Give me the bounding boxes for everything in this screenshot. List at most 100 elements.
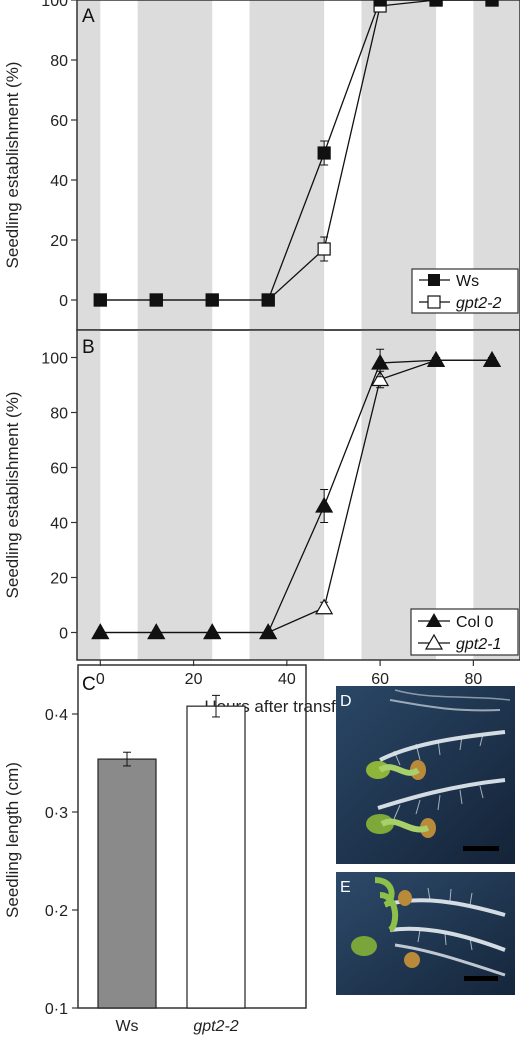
photo-d: D [336,686,515,864]
y-axis-label-c: Seedling length (cm) [3,762,22,918]
y-axis-label-b: Seedling establishment (%) [3,392,22,599]
y-tick-label: 0 [59,626,68,643]
data-point-col-0 [315,496,334,513]
seed-coat [398,890,412,906]
x-tick-label: 40 [278,671,296,688]
y-axis-label-a: Seedling establishment (%) [3,62,22,269]
hypocotyl [378,764,420,776]
data-point-col-0 [91,623,110,640]
root-hairs [393,785,484,820]
y-tick-label: 0·1 [45,1001,68,1018]
series-line-ws [100,0,493,301]
photo-e-background [336,872,515,995]
dark-period-band [77,0,101,330]
bar-ws [97,758,157,1009]
cotyledon [351,936,377,956]
panel-a-label: A [82,6,95,27]
panel-b-label: B [82,337,95,358]
y-tick-label: 60 [50,113,68,130]
data-point-ws [485,0,499,7]
photo-e-label: E [340,879,351,896]
data-point-ws [205,293,219,307]
data-point-col-0 [427,351,446,367]
data-point-col-0 [371,353,390,370]
data-point-ws [429,0,443,7]
x-ticks-b: 0 20 40 60 80 [96,660,482,688]
panel-c-label: C [82,674,96,695]
scale-bar-d [463,846,499,851]
legend-marker-col0 [426,613,442,627]
x-tick-label: 0 [96,671,105,688]
data-point-col-0 [203,623,222,640]
data-point-col-0 [482,351,502,367]
y-tick-label: 40 [50,516,68,533]
data-point-ws [93,293,107,307]
seedling-root [377,778,506,810]
series-line-col-0 [100,359,493,634]
x-tick-label: 60 [371,671,389,688]
seed-coat [404,952,420,968]
seedling-root [389,699,501,712]
scale-bar-e [464,976,498,981]
seedling-root [384,898,506,917]
dark-period-band [473,330,520,660]
legend-label-ws: Ws [456,273,479,290]
data-point-ws [373,0,387,7]
legend-label-col0: Col 0 [456,614,493,631]
y-tick-label: 60 [50,461,68,478]
data-point-ws [317,146,331,160]
dark-period-band [249,330,325,660]
series-b [91,348,502,640]
root-hairs [393,733,484,766]
y-tick-label: 100 [41,351,68,368]
data-point-col-0 [259,623,278,640]
panel-b-frame [76,329,520,661]
legend-a: Ws gpt2-2 [411,268,519,314]
bars-c: Ws gpt2-2 [97,694,246,1035]
series-a [93,0,499,307]
y-tick-label: 40 [50,173,68,190]
x-tick-label: gpt2-2 [193,1018,238,1035]
bar-gpt2-2 [186,705,246,1009]
legend-marker-gpt2-1 [424,633,444,650]
y-tick-label: 80 [50,406,68,423]
hypocotyl [380,818,430,833]
y-tick-label: 100 [41,0,68,10]
panel-b: 0 20 40 60 80 100 0 20 40 60 80 B Seedling establ… [3,329,520,716]
y-ticks-b: 0 20 40 60 80 100 [41,351,77,643]
dark-period-band [77,330,101,660]
legend-marker-gpt2-2 [427,295,441,309]
data-point-ws [261,293,275,307]
seedling-root [394,689,511,701]
seedling-root [389,926,506,952]
data-point-gpt2-1 [315,598,334,615]
y-tick-label: 20 [50,571,68,588]
y-tick-label: 0·3 [45,805,68,822]
dark-period-band [137,330,213,660]
photo-e: E [336,872,515,995]
dark-period-band [137,0,213,330]
x-tick-label: 80 [464,671,482,688]
y-tick-label: 0 [59,293,68,310]
x-tick-label: 20 [185,671,203,688]
data-point-ws [149,293,163,307]
panel-a: 0 20 40 60 80 100 A Seedling establishment (%… [3,0,520,331]
photo-d-label: D [340,693,352,710]
legend-label-gpt2-2: gpt2-2 [456,295,501,312]
legend-b: Col 0 gpt2-1 [410,608,519,656]
seedling-root [394,943,506,977]
dark-period-bands-b [77,330,520,660]
panel-c: 0·1 0·2 0·3 0·4 Ws gpt2-2 C Seedling length … [3,664,307,1035]
x-tick-label: Ws [115,1018,138,1035]
legend-marker-ws [428,274,440,286]
y-tick-label: 0·4 [45,707,68,724]
hypocotyl [374,877,395,908]
seedling-root [379,730,506,762]
legend-label-gpt2-1: gpt2-1 [456,636,501,653]
hypocotyl [379,892,399,933]
data-point-gpt2-1 [371,370,390,387]
y-tick-label: 0·2 [45,903,68,920]
y-tick-label: 80 [50,53,68,70]
data-point-col-0 [147,623,166,640]
